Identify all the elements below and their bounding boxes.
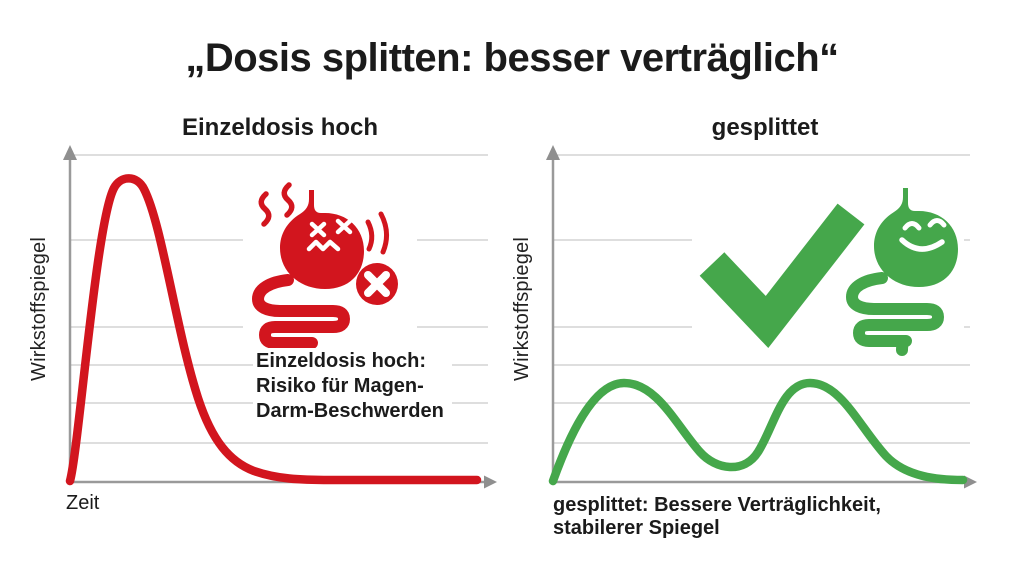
- caption-line: stabilerer Spiegel: [553, 517, 720, 539]
- pain-squiggle-icon: [258, 191, 272, 227]
- angry-eyes: [309, 218, 353, 238]
- right-benefit-caption: gesplittet: Bessere Verträglichkeit, sta…: [553, 494, 881, 540]
- right-chart-axes: [546, 145, 977, 489]
- vibration-arc-icon: [365, 219, 375, 252]
- cross-badge-icon: [356, 263, 398, 305]
- stomach-body: [280, 190, 364, 289]
- right-panel-title: gesplittet: [711, 114, 819, 141]
- y-axis-arrow-icon: [546, 145, 560, 160]
- grimace-mouth: [306, 239, 341, 252]
- intestines: [846, 272, 944, 356]
- happy-stomach-icon: [846, 188, 958, 356]
- stomach-body: [874, 188, 958, 287]
- note-line: Darm-Beschwerden: [256, 400, 444, 422]
- angry-stomach-icon: [252, 182, 398, 358]
- x-axis-arrow-icon: [484, 475, 497, 489]
- page-title: „Dosis splitten: besser verträglich“: [185, 36, 839, 80]
- vibration-arc-icon: [378, 211, 389, 255]
- single-dose-curve: [65, 174, 482, 486]
- left-panel-title: Einzeldosis hoch: [181, 114, 379, 141]
- right-y-axis-label: Wirkstoffspiegel: [511, 237, 533, 381]
- smile-mouth: [899, 237, 945, 252]
- happy-eyes: [902, 218, 947, 231]
- intestines: [252, 274, 350, 358]
- checkmark-icon: [699, 203, 865, 349]
- split-dose-curve: [548, 378, 968, 486]
- x-axis-arrow-icon: [964, 475, 977, 489]
- y-axis-arrow-icon: [63, 145, 77, 160]
- note-line: Einzeldosis hoch:: [256, 350, 427, 372]
- left-y-axis-label: Wirkstoffspiegel: [28, 237, 50, 381]
- left-risk-note: Einzeldosis hoch: Risiko für Magen- Darm…: [253, 348, 452, 426]
- caption-line: gesplittet: Bessere Verträglichkeit,: [553, 494, 881, 516]
- left-x-axis-label: Zeit: [66, 492, 100, 514]
- pain-squiggle-icon: [281, 182, 295, 218]
- note-line: Risiko für Magen-: [256, 375, 424, 397]
